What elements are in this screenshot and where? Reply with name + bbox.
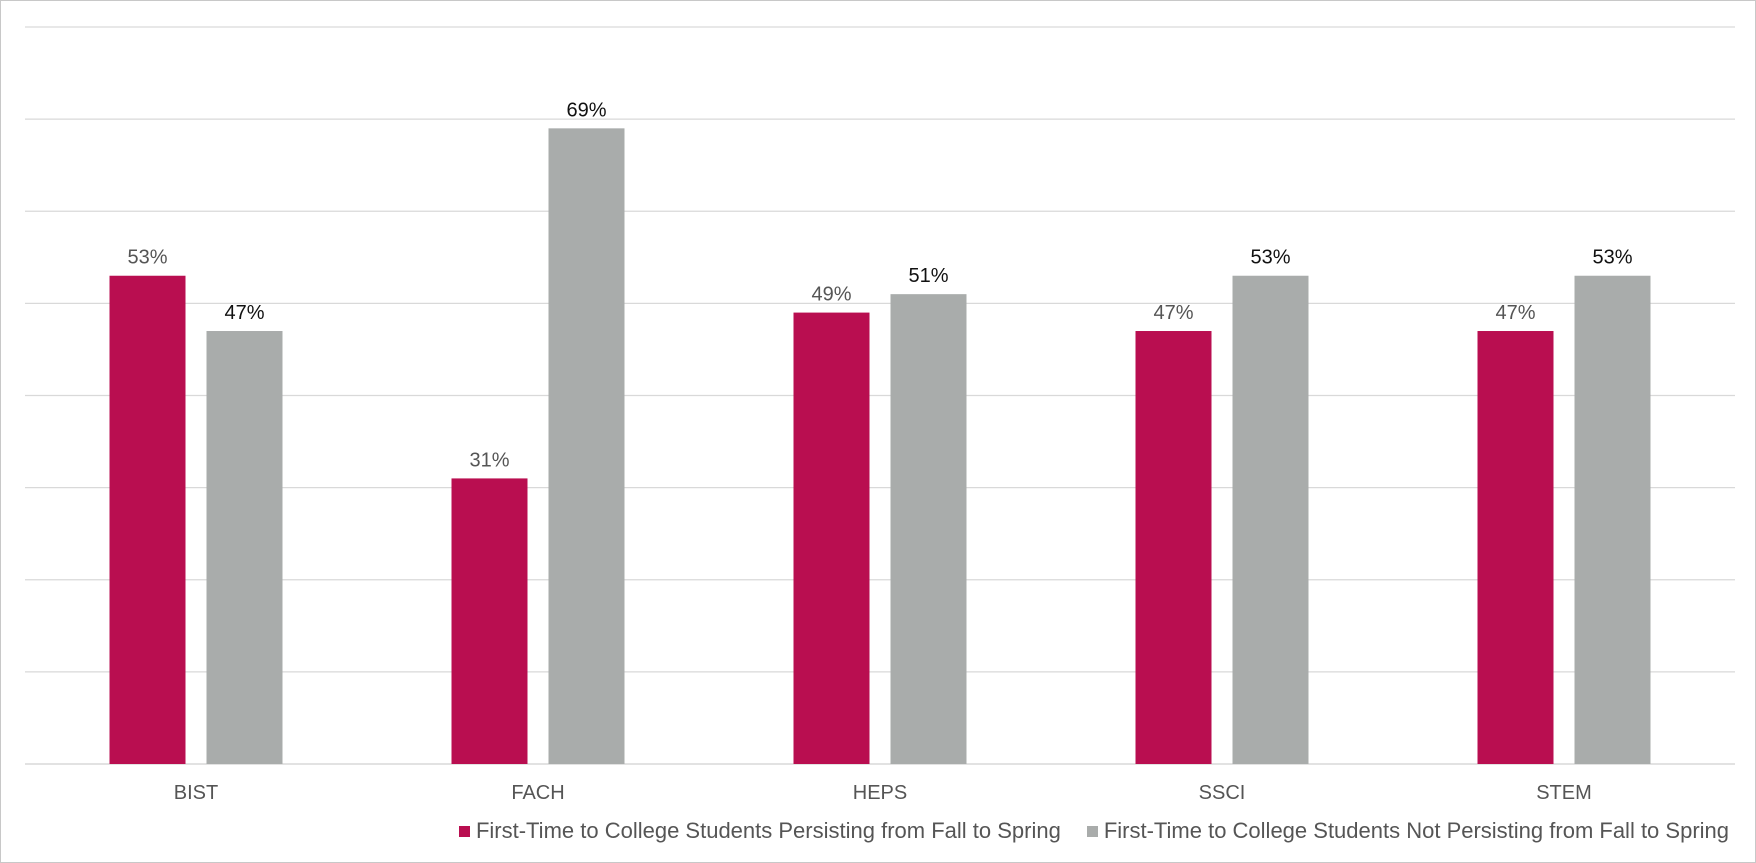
x-tick-label: HEPS: [853, 782, 907, 804]
bar-bist-series-0: [109, 275, 186, 764]
x-tick-label: FACH: [511, 782, 564, 804]
bar-bist-series-1: [206, 331, 283, 764]
data-label: 53%: [1250, 247, 1290, 269]
data-label: 53%: [1592, 247, 1632, 269]
bar-fach-series-0: [451, 478, 528, 764]
data-label: 47%: [1495, 302, 1535, 324]
legend-label: First-Time to College Students Persistin…: [475, 818, 1061, 843]
x-tick-label: STEM: [1536, 782, 1592, 804]
legend-swatch: [458, 825, 470, 837]
data-label: 51%: [908, 265, 948, 287]
data-label: 31%: [469, 449, 509, 471]
bar-ssci-series-1: [1232, 275, 1309, 764]
bar-stem-series-0: [1477, 331, 1554, 764]
bar-fach-series-1: [548, 128, 625, 764]
data-label: 49%: [811, 284, 851, 306]
legend: First-Time to College Students Persistin…: [1, 813, 1756, 849]
bar-heps-series-0: [793, 312, 870, 764]
legend-item-series-1: First-Time to College Students Not Persi…: [1086, 818, 1729, 844]
data-label: 47%: [1153, 302, 1193, 324]
x-tick-label: SSCI: [1199, 782, 1246, 804]
data-label: 69%: [566, 99, 606, 121]
x-tick-label: BIST: [174, 782, 218, 804]
bar-ssci-series-0: [1135, 331, 1212, 764]
bar-heps-series-1: [890, 294, 967, 764]
data-label: 47%: [224, 302, 264, 324]
data-label: 53%: [127, 247, 167, 269]
legend-item-series-0: First-Time to College Students Persistin…: [458, 818, 1061, 844]
legend-swatch: [1086, 825, 1098, 837]
legend-label: First-Time to College Students Not Persi…: [1103, 818, 1729, 843]
bar-stem-series-1: [1574, 275, 1651, 764]
bar-chart: 53% 47% BIST 31% 69% FACH 49% 51% HEPS 47% 53% SSCI…: [25, 26, 1735, 804]
